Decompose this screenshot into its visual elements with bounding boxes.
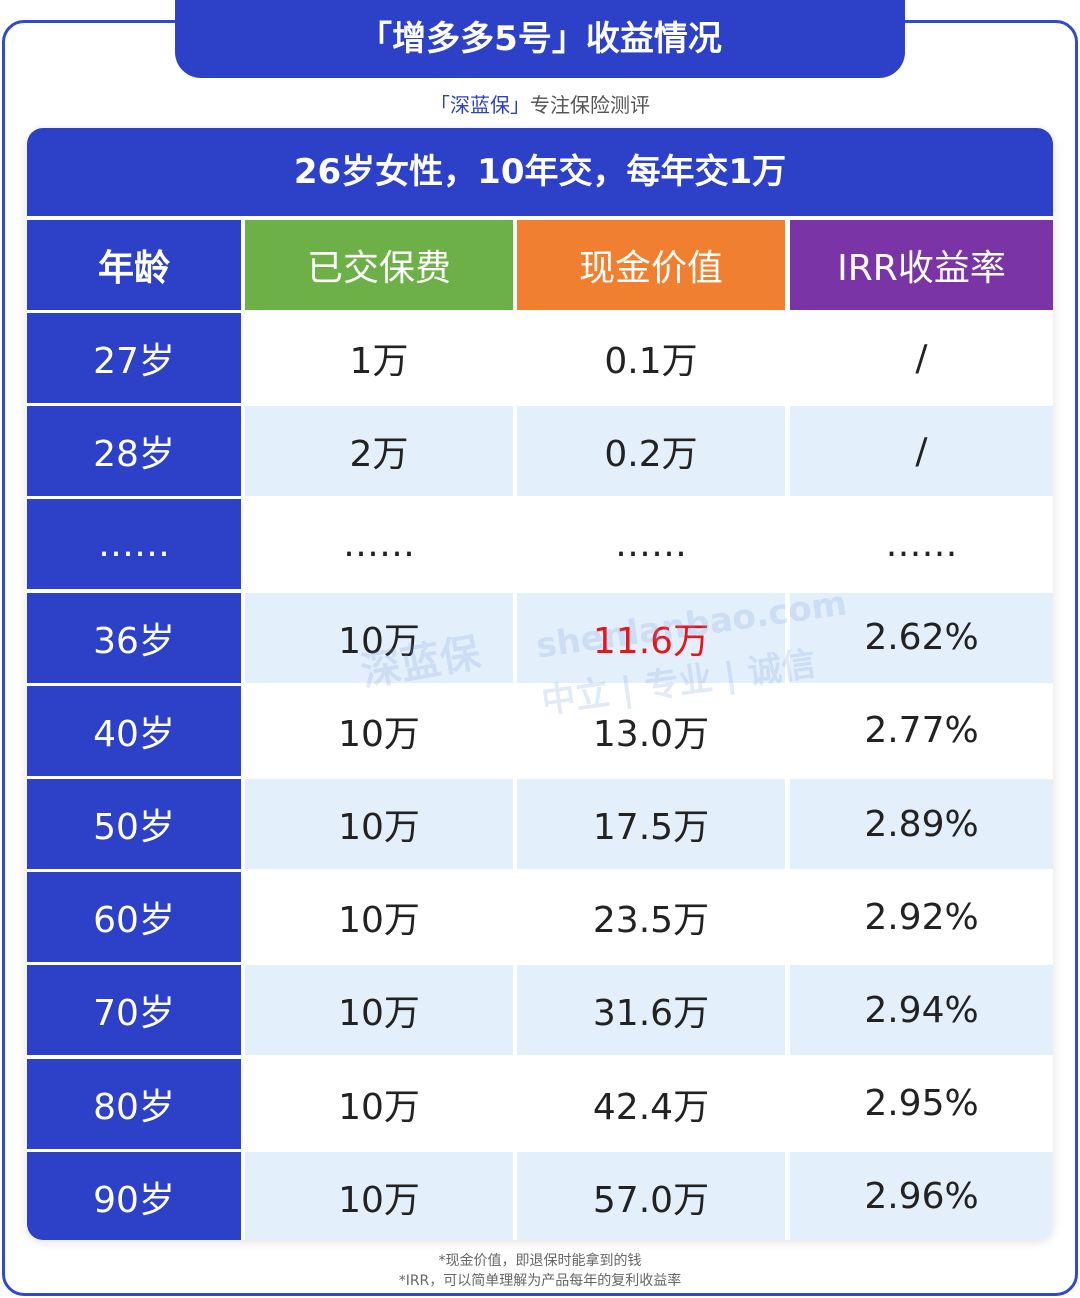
cell: /: [790, 406, 1053, 497]
cell: /: [915, 337, 928, 379]
row-header: 70岁: [27, 965, 241, 1056]
brand: 「深蓝保」: [430, 93, 530, 117]
cell: ……: [885, 523, 958, 565]
row-header: 36岁: [27, 592, 241, 683]
cell: 2.92%: [864, 896, 979, 938]
cell: 0.2万: [517, 406, 785, 497]
cell: 11.6万: [517, 592, 785, 683]
cell: 10万: [245, 779, 513, 869]
cell: 10万: [338, 900, 420, 942]
row-header: 90岁: [27, 1151, 241, 1240]
row-header: 27岁: [27, 313, 241, 403]
subtitle-line: 「深蓝保」专注保险测评: [0, 88, 1080, 122]
cell: 10万: [245, 592, 513, 683]
column-header: 年龄: [27, 220, 241, 310]
cell: 10万: [338, 1086, 420, 1128]
cell: 42.4万: [592, 1086, 710, 1128]
cell: ……: [343, 523, 415, 565]
cell: ……: [615, 523, 687, 565]
cell: 2.94%: [790, 965, 1053, 1056]
table: 26岁女性，10年交，每年交1万 年龄 已交保费 现金价值 IRR收益率 27岁 1万 0.…: [27, 128, 1053, 1240]
row-header: 50岁: [27, 779, 241, 869]
column-header: 现金价值: [517, 220, 785, 310]
cell: 2万: [245, 406, 513, 497]
row-header: 28岁: [27, 406, 241, 497]
row-header: ……: [27, 499, 241, 590]
title: 「增多多5号」收益情况: [175, 0, 905, 78]
cell: 17.5万: [517, 779, 785, 869]
cell: 23.5万: [592, 900, 710, 942]
cell: 10万: [245, 1151, 513, 1240]
footnote: *现金价值，即退保时能拿到的钱: [438, 1253, 642, 1269]
cell: 10万: [338, 713, 420, 755]
footnote: *IRR，可以简单理解为产品每年的复利收益率: [398, 1273, 682, 1289]
table-caption: 26岁女性，10年交，每年交1万: [27, 128, 1053, 216]
cell: 1万: [349, 341, 409, 382]
cell: 31.6万: [517, 965, 785, 1056]
row-header: 80岁: [27, 1058, 241, 1149]
column-header: 已交保费: [245, 220, 513, 310]
cell: 0.1万: [604, 341, 698, 382]
row-header: 60岁: [27, 872, 241, 963]
subtitle: 专注保险测评: [530, 93, 650, 117]
cell: 2.95%: [864, 1083, 979, 1125]
cell: 57.0万: [517, 1151, 785, 1240]
row-header: 40岁: [27, 685, 241, 776]
cell: 2.77%: [864, 710, 979, 752]
cell: 10万: [245, 965, 513, 1056]
cell: 2.62%: [790, 592, 1053, 683]
cell: 2.89%: [790, 779, 1053, 869]
cell: 2.96%: [790, 1151, 1053, 1240]
cell: 13.0万: [592, 713, 710, 755]
column-header: IRR收益率: [790, 220, 1053, 310]
